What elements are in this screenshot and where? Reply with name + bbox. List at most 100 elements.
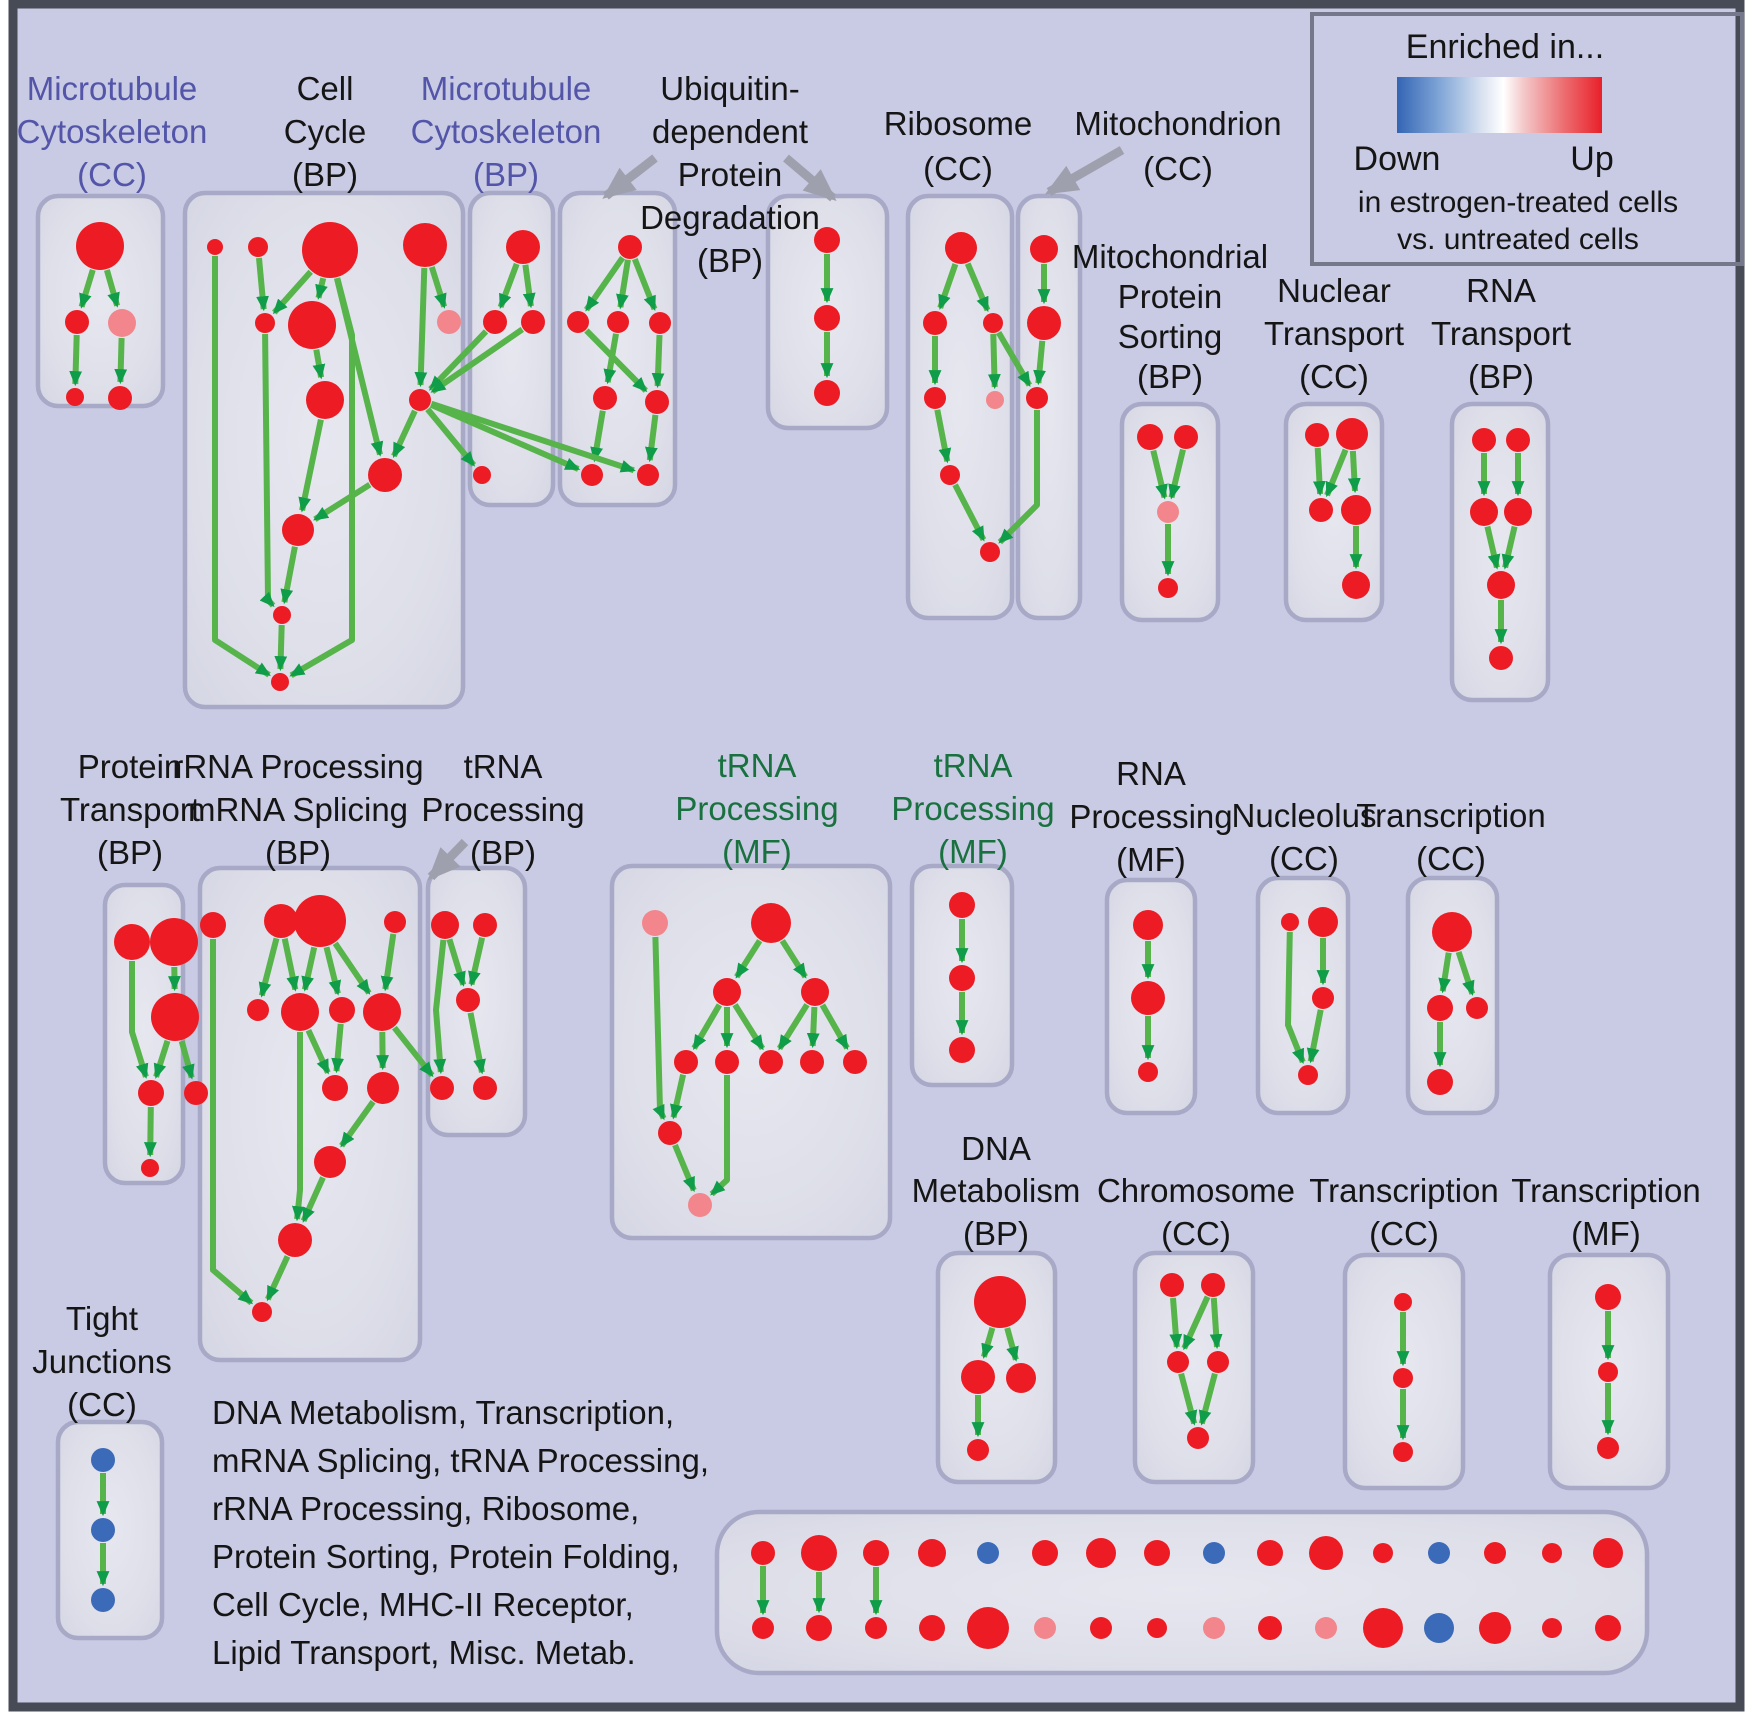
cluster-label-transcription-cc-lower: (CC)	[1369, 1215, 1439, 1252]
node-shared-terms-30	[1593, 1538, 1623, 1568]
node-ribosome-0	[945, 232, 977, 264]
node-trna-processing-mf-small-1	[949, 965, 975, 991]
misc-note-line-3: rRNA Processing, Ribosome,	[212, 1490, 639, 1527]
node-shared-terms-19	[1258, 1616, 1282, 1640]
node-ribosome-6	[980, 542, 1000, 562]
cluster-label-mitochondrial-protein-sorting: Protein	[1118, 278, 1223, 315]
node-tight-junctions-2	[91, 1588, 115, 1612]
node-cell-cycle-8	[306, 381, 344, 419]
node-rrna-processing-1	[264, 904, 298, 938]
cluster-label-transcription-cc-upper: Transcription	[1356, 797, 1546, 834]
edge	[120, 338, 121, 382]
cluster-label-transcription-cc-upper: (CC)	[1416, 840, 1486, 877]
node-trna-processing-mf-large-7	[800, 1050, 824, 1074]
node-shared-terms-26	[1484, 1542, 1506, 1564]
cluster-label-microtubule-cytoskeleton-cc: Cytoskeleton	[17, 113, 208, 150]
node-shared-terms-14	[1144, 1540, 1170, 1566]
cluster-label-ubiquitin-degradation-label: dependent	[652, 113, 808, 150]
node-ubiquitin-degradation-a-4	[593, 386, 617, 410]
node-shared-terms-23	[1363, 1608, 1403, 1648]
node-shared-terms-29	[1542, 1618, 1562, 1638]
cluster-label-ubiquitin-degradation-label: (BP)	[697, 242, 763, 279]
edge	[658, 335, 660, 386]
edge	[421, 268, 425, 385]
edge	[1173, 1298, 1177, 1347]
node-mitochondrial-protein-sorting-0	[1137, 424, 1163, 450]
cluster-label-rrna-processing: (BP)	[265, 834, 331, 871]
cluster-label-mitochondrial-protein-sorting: (BP)	[1137, 358, 1203, 395]
cluster-label-nucleolus: Nucleolus	[1232, 797, 1377, 834]
node-rrna-processing-12	[278, 1223, 312, 1257]
cluster-label-rna-processing-mf: (MF)	[1116, 841, 1186, 878]
node-ubiquitin-degradation-a-5	[645, 390, 669, 414]
node-microtubule-cytoskeleton-bp-2	[521, 310, 545, 334]
node-shared-terms-17	[1203, 1617, 1225, 1639]
cluster-label-ubiquitin-degradation-label: Ubiquitin-	[660, 70, 799, 107]
node-trna-processing-mf-large-1	[751, 903, 791, 943]
node-rna-processing-mf-1	[1131, 981, 1165, 1015]
node-trna-processing-mf-large-8	[843, 1050, 867, 1074]
node-ubiquitin-degradation-b-1	[814, 305, 840, 331]
node-microtubule-cytoskeleton-bp-0	[506, 230, 540, 264]
node-rna-transport-1	[1506, 428, 1530, 452]
cluster-label-tight-junctions: Tight	[66, 1300, 138, 1337]
cluster-box-shared-terms	[717, 1512, 1647, 1673]
cluster-label-transcription-mf: Transcription	[1511, 1172, 1701, 1209]
edge	[297, 1032, 300, 1219]
node-protein-transport-1	[150, 918, 198, 966]
node-shared-terms-0	[751, 1541, 775, 1565]
node-cell-cycle-3	[403, 223, 447, 267]
node-ubiquitin-degradation-a-6	[581, 464, 603, 486]
node-ubiquitin-degradation-a-3	[649, 312, 671, 334]
node-microtubule-cytoskeleton-bp-1	[483, 310, 507, 334]
node-cell-cycle-0	[207, 239, 223, 255]
node-cell-cycle-6	[437, 310, 461, 334]
node-shared-terms-16	[1203, 1542, 1225, 1564]
node-rrna-processing-10	[367, 1072, 399, 1104]
legend-gradient-bar	[1397, 77, 1602, 133]
node-microtubule-cytoskeleton-cc-4	[108, 386, 132, 410]
node-shared-terms-11	[1034, 1617, 1056, 1639]
legend-down-label: Down	[1354, 140, 1441, 178]
cluster-label-rrna-processing: mRNA Splicing	[188, 791, 408, 828]
cluster-label-transcription-cc-lower: Transcription	[1309, 1172, 1499, 1209]
cluster-label-rna-processing-mf: Processing	[1069, 798, 1232, 835]
misc-note-line-6: Lipid Transport, Misc. Metab.	[212, 1634, 636, 1671]
node-transcription-cc-lower-1	[1393, 1368, 1413, 1388]
node-dna-metabolism-0	[974, 1276, 1026, 1328]
node-shared-terms-20	[1309, 1536, 1343, 1570]
node-trna-processing-bp-4	[473, 1076, 497, 1100]
cluster-label-trna-processing-bp: tRNA	[464, 748, 543, 785]
node-rrna-processing-6	[329, 997, 355, 1023]
cluster-label-rrna-processing: rRNA Processing	[172, 748, 423, 785]
node-ubiquitin-degradation-a-1	[567, 311, 589, 333]
node-rna-transport-2	[1470, 498, 1498, 526]
cluster-label-dna-metabolism: DNA	[961, 1130, 1031, 1167]
edge	[1318, 448, 1320, 494]
node-rna-processing-mf-2	[1138, 1062, 1158, 1082]
node-shared-terms-5	[865, 1617, 887, 1639]
node-transcription-mf-0	[1595, 1284, 1621, 1310]
node-nuclear-transport-1	[1336, 418, 1368, 450]
node-rrna-processing-2	[294, 895, 346, 947]
edge	[813, 1007, 815, 1046]
node-tight-junctions-0	[91, 1448, 115, 1472]
node-ubiquitin-degradation-a-2	[607, 311, 629, 333]
node-rna-processing-mf-0	[1133, 910, 1163, 940]
cluster-label-rna-transport: (BP)	[1468, 358, 1534, 395]
node-ribosome-1	[923, 311, 947, 335]
node-chromosome-1	[1201, 1273, 1225, 1297]
node-trna-processing-mf-large-9	[658, 1121, 682, 1145]
node-transcription-cc-lower-2	[1393, 1442, 1413, 1462]
node-rna-transport-3	[1504, 498, 1532, 526]
misc-note-line-2: mRNA Splicing, tRNA Processing,	[212, 1442, 709, 1479]
cluster-label-microtubule-cytoskeleton-bp: Microtubule	[421, 70, 592, 107]
cluster-label-trna-processing-mf-small: (MF)	[938, 833, 1008, 870]
node-shared-terms-22	[1373, 1543, 1393, 1563]
node-shared-terms-31	[1595, 1615, 1621, 1641]
legend-title: Enriched in...	[1406, 28, 1604, 66]
node-shared-terms-25	[1424, 1613, 1454, 1643]
cluster-label-cell-cycle: Cell	[297, 70, 354, 107]
cluster-label-ribosome: Ribosome	[884, 105, 1033, 142]
node-ubiquitin-degradation-a-0	[618, 235, 642, 259]
